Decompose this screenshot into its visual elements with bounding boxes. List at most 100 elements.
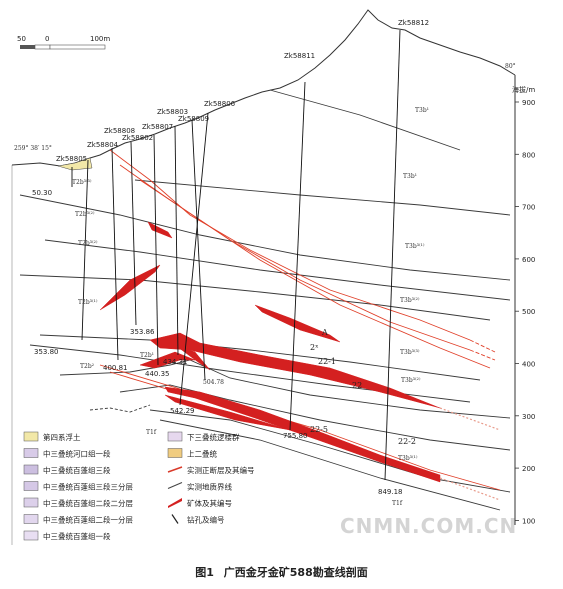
legend-swatch (167, 466, 183, 473)
legend-swatch (23, 514, 39, 524)
svg-text:50.30: 50.30 (32, 189, 52, 197)
scale-tick-100: 100m (90, 35, 110, 43)
legend-item: 中三叠统百蓬组三段 (23, 464, 111, 475)
ore-labels: A 2ˣ 22-1 22 22-5 22-2 (310, 328, 416, 446)
elevation-axis: 海拔/m 900 800 700 600 500 400 300 200 100 (512, 75, 535, 525)
svg-text:504.78: 504.78 (203, 379, 224, 386)
legend-swatch (171, 514, 179, 524)
legend: 第四系浮土中三叠统河口组一段中三叠统百蓬组三段中三叠统百蓬组三段三分层中三叠统百… (23, 431, 255, 541)
scale-seg-light (34, 44, 51, 50)
svg-text:T3b³⁽¹⁾: T3b³⁽¹⁾ (405, 243, 425, 250)
legend-swatch (23, 448, 39, 458)
elevation-label: 800 (522, 151, 535, 159)
legend-item: 实测地质界线 (167, 482, 232, 492)
direction-left: 259° 38′ 15° (14, 145, 52, 152)
direction-right: 80° (505, 63, 516, 70)
borehole-label: Zk58809 (178, 115, 209, 123)
figure-number: 图1 (195, 566, 214, 579)
legend-item: 中三叠统百蓬组一段 (23, 530, 111, 541)
svg-text:T2b²: T2b² (80, 363, 95, 370)
borehole-label: Zk58806 (204, 100, 236, 108)
elevation-label: 300 (522, 413, 535, 421)
borehole-zk58807 (153, 134, 159, 366)
legend-label: 中三叠统百蓬组二段一分层 (43, 515, 133, 525)
legend-item: 实测正断层及其编号 (167, 465, 255, 475)
legend-item: 上二叠统 (167, 448, 217, 459)
legend-label: 中三叠统百蓬组三段 (43, 465, 111, 475)
svg-text:22-2: 22-2 (398, 437, 416, 446)
scale-bar: 50 0 100m (17, 35, 110, 50)
legend-item: 钻孔及编号 (171, 514, 225, 525)
svg-text:400.81: 400.81 (103, 364, 128, 372)
legend-swatch (167, 482, 183, 489)
borehole-label: Zk58804 (87, 141, 119, 149)
legend-swatch (167, 448, 183, 458)
svg-text:22-1: 22-1 (318, 357, 336, 366)
legend-item: 第四系浮土 (23, 431, 81, 442)
borehole-label: Zk58805 (56, 155, 87, 163)
legend-item: 中三叠统百蓬组二段一分层 (23, 514, 133, 525)
topography-line (11, 9, 516, 167)
svg-text:2ˣ: 2ˣ (310, 343, 318, 352)
legend-label: 中三叠统百蓬组二段二分层 (43, 498, 133, 508)
elevation-label: 100 (522, 517, 535, 525)
legend-swatch (168, 498, 182, 508)
elevation-label: 700 (522, 204, 535, 212)
legend-label: 下三叠统逻楼群 (187, 432, 240, 442)
svg-text:T1f: T1f (146, 429, 157, 436)
svg-text:T3b¹: T3b¹ (403, 173, 417, 180)
legend-label: 上二叠统 (187, 449, 217, 459)
borehole-label: Zk58802 (122, 134, 153, 142)
geological-section: 50 0 100m 海拔/m 9008007006005004003002001… (11, 9, 535, 545)
legend-label: 实测地质界线 (187, 482, 232, 492)
figure-caption: 图1 广西金牙金矿588勘查线剖面 (0, 564, 563, 580)
scale-tick-0: 0 (45, 35, 49, 43)
elevation-label: 600 (522, 256, 535, 264)
legend-item: 中三叠统百蓬组二段二分层 (23, 497, 133, 508)
boreholes (71, 29, 401, 481)
svg-text:755.80: 755.80 (283, 432, 308, 440)
svg-text:T1f: T1f (392, 500, 403, 507)
svg-text:542.29: 542.29 (170, 407, 195, 415)
borehole-zk58812 (384, 29, 401, 481)
legend-swatch (23, 464, 39, 475)
borehole-zk58802 (130, 141, 137, 326)
svg-text:T2b³⁽¹⁾: T2b³⁽¹⁾ (78, 299, 98, 306)
legend-item: 中三叠统河口组一段 (23, 448, 111, 459)
svg-text:434.31: 434.31 (163, 358, 188, 366)
svg-text:T2b³⁽³⁾: T2b³⁽³⁾ (72, 179, 92, 186)
borehole-zk58809 (191, 119, 206, 381)
svg-text:22-5: 22-5 (310, 425, 328, 434)
scale-seg-dark (20, 45, 35, 49)
legend-label: 钻孔及编号 (187, 515, 225, 525)
svg-text:T2b¹: T2b¹ (140, 352, 154, 359)
depth-labels: 50.30 353.80 400.81 353.86 440.35 434.31… (32, 189, 403, 496)
legend-label: 矿体及其编号 (187, 498, 232, 508)
geologic-boundaries (19, 89, 511, 511)
svg-text:353.80: 353.80 (34, 348, 59, 356)
legend-swatch (23, 481, 39, 491)
legend-label: 中三叠统河口组一段 (43, 449, 111, 459)
borehole-zk58806 (179, 112, 209, 406)
watermark: CNMN.COM.CN (340, 514, 518, 538)
borehole-zk58803 (174, 125, 179, 356)
elevation-label: 400 (522, 361, 535, 369)
legend-label: 第四系浮土 (43, 432, 81, 442)
legend-swatch (23, 497, 39, 508)
svg-text:T3b³⁽²⁾: T3b³⁽²⁾ (401, 377, 421, 384)
legend-label: 中三叠统百蓬组一段 (43, 531, 111, 541)
legend-swatch (23, 530, 39, 541)
legend-item: 下三叠统逻楼群 (167, 431, 240, 442)
quaternary-cover (57, 157, 93, 171)
borehole-zk58811 (289, 81, 306, 431)
elevation-label: 200 (522, 465, 535, 473)
svg-text:T3b³⁽²⁾: T3b³⁽²⁾ (400, 297, 420, 304)
svg-text:T2b³⁽²⁾: T2b³⁽²⁾ (75, 211, 95, 218)
ore-bodies (99, 221, 441, 483)
svg-text:T3b¹: T3b¹ (415, 107, 429, 114)
borehole-label: Zk58807 (142, 123, 173, 131)
axis-title: 海拔/m (512, 85, 535, 94)
svg-text:22: 22 (352, 381, 362, 390)
borehole-label: Zk58812 (398, 19, 429, 27)
borehole-label: Zk58808 (104, 127, 135, 135)
